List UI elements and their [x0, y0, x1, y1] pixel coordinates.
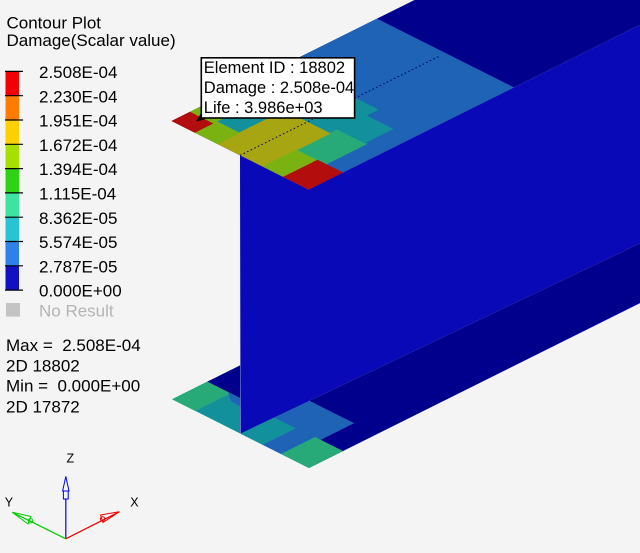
svg-text:2D 17872: 2D 17872: [6, 397, 80, 416]
svg-text:Max = 2.508E-04: Max = 2.508E-04: [6, 336, 141, 355]
svg-text:8.362E-05: 8.362E-05: [39, 209, 117, 228]
svg-text:2.508E-04: 2.508E-04: [39, 63, 117, 82]
svg-text:1.394E-04: 1.394E-04: [39, 160, 117, 179]
svg-text:Damage : 2.508e-04: Damage : 2.508e-04: [204, 79, 354, 97]
svg-text:0.000E+00: 0.000E+00: [39, 282, 122, 301]
svg-text:Element ID : 18802: Element ID : 18802: [204, 59, 345, 77]
svg-text:No Result: No Result: [39, 301, 114, 320]
svg-text:1.115E-04: 1.115E-04: [39, 185, 116, 204]
svg-text:1.672E-04: 1.672E-04: [39, 136, 117, 155]
svg-text:Contour Plot: Contour Plot: [7, 13, 102, 32]
svg-text:Z: Z: [67, 452, 75, 466]
svg-text:Life : 3.986e+03: Life : 3.986e+03: [204, 99, 323, 117]
svg-text:2.230E-04: 2.230E-04: [39, 87, 117, 106]
svg-text:X: X: [130, 496, 139, 510]
svg-text:5.574E-05: 5.574E-05: [39, 233, 117, 252]
svg-text:2D 18802: 2D 18802: [6, 357, 80, 376]
svg-text:Y: Y: [5, 495, 14, 509]
svg-text:2.787E-05: 2.787E-05: [39, 257, 117, 276]
svg-text:Damage(Scalar value): Damage(Scalar value): [7, 31, 176, 50]
svg-text:Min = 0.000E+00: Min = 0.000E+00: [6, 377, 140, 396]
svg-text:1.951E-04: 1.951E-04: [39, 112, 117, 131]
